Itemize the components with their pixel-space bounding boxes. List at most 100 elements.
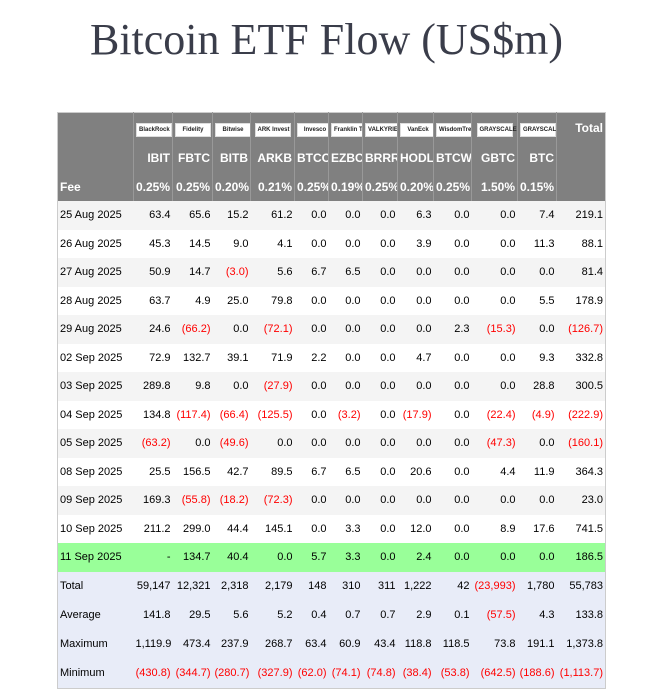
summary-value: 29.5 [172, 600, 213, 630]
issuer-logo: VanEck [400, 122, 433, 137]
flow-value: 45.3 [149, 237, 171, 250]
flow-value: (66.2) [172, 315, 213, 344]
date-cell: 08 Sep 2025 [60, 465, 123, 478]
flow-value: 5.5 [539, 294, 555, 307]
issuer-logo: WisdomTree [436, 122, 471, 137]
flow-value: 63.4 [133, 201, 173, 230]
summary-value: 73.8 [471, 629, 518, 659]
flow-value: 0.0 [328, 315, 363, 344]
summary-label: Total [57, 571, 134, 601]
blank-cell [556, 143, 606, 172]
date-cell: 03 Sep 2025 [57, 372, 134, 401]
summary-value: 60.9 [328, 629, 363, 659]
issuer-logo-cell: GRAYSCALE [517, 112, 557, 143]
flow-value: 6.5 [345, 465, 361, 478]
summary-value: 2.9 [397, 600, 434, 630]
flow-value: 14.5 [189, 237, 211, 250]
flow-value: 0.0 [454, 351, 470, 364]
fee-value: 0.19% [328, 172, 363, 201]
flow-value: 42.7 [227, 465, 249, 478]
ticker-row: IBIT FBTC BITB ARKB BTCO EZBC BRRR HODL BTCW GBTC… [57, 143, 606, 172]
summary-value: 59,147 [133, 571, 173, 601]
fee-value: 0.25% [294, 172, 329, 201]
flow-value: 0.0 [345, 237, 361, 250]
summary-value: (38.4) [397, 658, 434, 688]
table-row: 25 Aug 2025 63.4 65.6 15.2 61.2 0.0 0.0 0.0 6.3 0… [57, 201, 606, 230]
flow-value: 132.7 [182, 351, 211, 364]
flow-value: 0.0 [454, 237, 470, 250]
summary-value: 55,783 [556, 571, 606, 601]
corner-cell [57, 112, 134, 143]
flow-value: 89.5 [271, 465, 293, 478]
flow-value: 0.0 [328, 486, 363, 515]
summary-value: 43.4 [362, 629, 398, 659]
issuer-logo-cell: Franklin Templeton [328, 112, 363, 143]
summary-value: 141.8 [133, 600, 173, 630]
flow-value: 9.0 [233, 237, 249, 250]
flow-value: 0.0 [517, 486, 557, 515]
fee-value: 0.20% [397, 172, 434, 201]
flow-value: 0.0 [517, 543, 557, 572]
issuer-logo: Invesco [297, 122, 328, 137]
flow-value: 0.0 [212, 372, 251, 401]
issuer-logo: Franklin Templeton [331, 122, 362, 137]
flow-value: 186.5 [556, 543, 606, 572]
issuer-logo-cell: GRAYSCALE [471, 112, 518, 143]
flow-value: 0.0 [294, 315, 329, 344]
table-row: 29 Aug 2025 24.6 (66.2) 0.0 (72.1) 0.0 0.0 0.0 0… [57, 315, 606, 344]
fee-label: Fee [57, 172, 134, 201]
flow-value: 134.7 [172, 543, 213, 572]
flow-value: 0.0 [362, 315, 398, 344]
flow-value: 6.5 [328, 258, 363, 287]
date-cell: 27 Aug 2025 [57, 258, 134, 287]
summary-row: Minimum (430.8) (344.7) (280.7) (327.9) (62.0… [57, 658, 606, 688]
flow-value: 3.3 [328, 543, 363, 572]
summary-value: 0.7 [328, 600, 363, 630]
fee-value: 1.50% [471, 172, 518, 201]
summary-value: 5.2 [250, 600, 295, 630]
etf-flow-table: BlackRock Fidelity Bitwise ARK Invest Invesc… [57, 112, 606, 689]
summary-value: (344.7) [172, 658, 213, 688]
summary-row: Total 59,147 12,321 2,318 2,179 148 310 311 1,22… [57, 571, 606, 601]
ticker-header: BRRR [362, 143, 398, 172]
summary-value: (62.0) [294, 658, 329, 688]
flow-value: 0.0 [212, 315, 251, 344]
ticker-header: BITB [212, 143, 251, 172]
flow-value: (22.4) [486, 408, 516, 421]
blank-cell [556, 172, 606, 201]
flow-value: 4.7 [416, 351, 432, 364]
flow-value: (55.8) [172, 486, 213, 515]
summary-label: Minimum [57, 658, 134, 688]
flow-value: 79.8 [271, 294, 293, 307]
flow-value: 17.6 [533, 522, 555, 535]
flow-value: (126.7) [556, 315, 606, 344]
flow-value: 289.8 [133, 372, 173, 401]
summary-value: 148 [294, 571, 329, 601]
flow-value: 11.3 [533, 237, 555, 250]
issuer-logo-row: BlackRock Fidelity Bitwise ARK Invest Invesc… [57, 112, 606, 143]
summary-value: 0.4 [294, 600, 329, 630]
flow-value: 145.1 [264, 522, 293, 535]
flow-value: 3.3 [345, 522, 361, 535]
flow-value: 0.0 [397, 315, 434, 344]
flow-value: (72.3) [250, 486, 295, 515]
flow-value: 156.5 [182, 465, 211, 478]
flow-value: 25.0 [227, 294, 249, 307]
flow-value: 44.4 [227, 522, 249, 535]
fee-value: 0.21% [250, 172, 295, 201]
summary-value: (23,993) [471, 571, 518, 601]
flow-value: 300.5 [556, 372, 606, 401]
summary-value: (74.8) [362, 658, 398, 688]
summary-value: 0.1 [433, 600, 472, 630]
flow-value: 0.0 [380, 522, 396, 535]
flow-value: 0.0 [454, 522, 470, 535]
flow-value: 2.4 [397, 543, 434, 572]
issuer-logo-cell: Bitwise [212, 112, 251, 143]
flow-value: 61.2 [250, 201, 295, 230]
flow-value: 0.0 [328, 201, 363, 230]
flow-value: 0.0 [500, 351, 516, 364]
flow-value: 65.6 [172, 201, 213, 230]
flow-value: 0.0 [380, 351, 396, 364]
flow-value: 81.4 [556, 258, 606, 287]
flow-value: 0.0 [471, 372, 518, 401]
